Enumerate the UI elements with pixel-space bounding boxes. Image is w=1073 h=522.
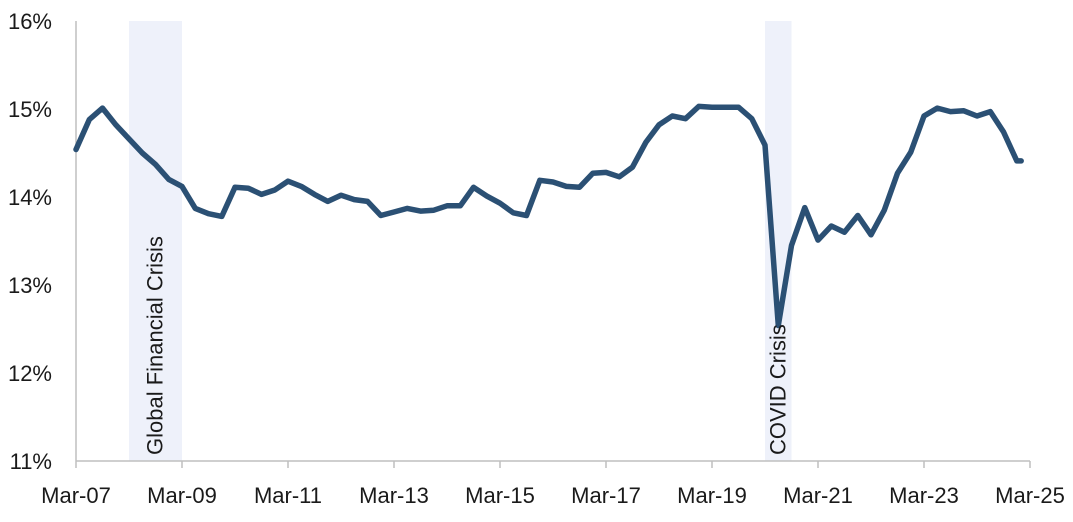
axes: 11% 12% 13% 14% 15% 16% Mar-07 Mar-09 Mar-11 Mar-…	[8, 9, 1065, 508]
y-tick-label: 16%	[8, 9, 52, 34]
x-tick-label: Mar-19	[677, 483, 747, 508]
y-tick-label: 13%	[8, 273, 52, 298]
shaded-band	[129, 21, 182, 461]
y-tick-label: 11%	[10, 449, 52, 474]
x-tick-label: Mar-07	[41, 483, 111, 508]
band-label: Global Financial Crisis	[143, 236, 168, 455]
series-layer	[73, 103, 1024, 329]
x-tick-label: Mar-11	[254, 483, 322, 508]
x-tick-label: Mar-09	[147, 483, 217, 508]
x-tick-label: Mar-23	[889, 483, 959, 508]
band-labels: Global Financial Crisis COVID Crisis	[143, 236, 791, 455]
y-tick-label: 14%	[8, 185, 52, 210]
series-line	[73, 103, 1024, 329]
y-tick-label: 12%	[8, 361, 52, 386]
x-tick-label: Mar-15	[465, 483, 535, 508]
x-tick-label: Mar-25	[995, 483, 1065, 508]
x-tick-label: Mar-13	[359, 483, 429, 508]
y-tick-label: 15%	[8, 97, 52, 122]
x-tick-label: Mar-17	[571, 483, 641, 508]
x-tick-label: Mar-21	[783, 483, 853, 508]
shaded-bands	[129, 21, 792, 461]
band-label: COVID Crisis	[765, 324, 790, 455]
